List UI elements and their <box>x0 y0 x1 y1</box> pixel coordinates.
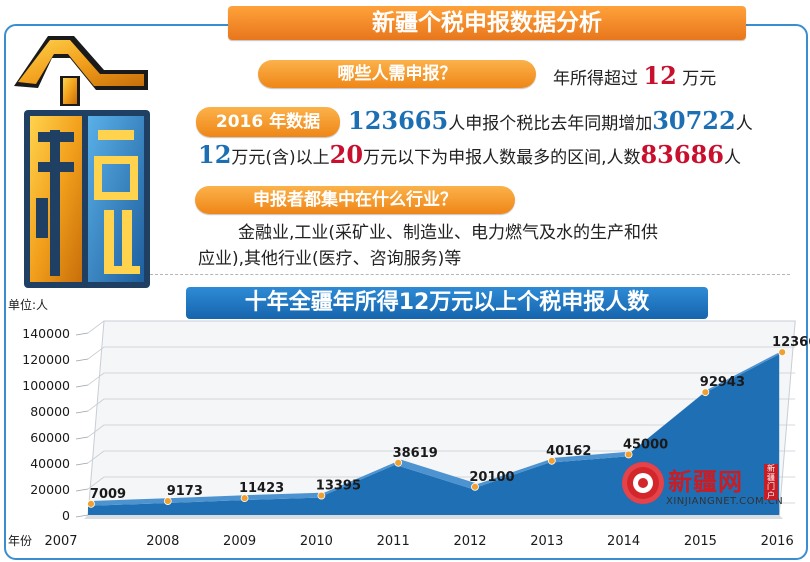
y-tick-60000: 60000 <box>30 430 70 445</box>
declarant-line-mid: 人申报个税比去年同期增加 <box>448 114 653 134</box>
x-tick-2013: 2013 <box>530 534 563 549</box>
x-tick-2008: 2008 <box>146 534 179 549</box>
data-label-2009: 11423 <box>239 481 284 496</box>
chart-points <box>87 348 787 508</box>
question-who-declares: 哪些人需申报？ <box>258 60 536 88</box>
gridline-left <box>75 358 89 362</box>
y-tick-0: 0 <box>62 508 70 523</box>
gridline-left <box>75 514 89 518</box>
xinjiangnet-logo-icon <box>622 462 664 504</box>
declarant-count: 123665 <box>348 106 449 135</box>
industries-line-2: 应业),其他行业(医疗、咨询服务)等 <box>198 249 462 269</box>
range-text-end: 人 <box>723 148 741 168</box>
gridline-left <box>75 332 89 336</box>
x-tick-2009: 2009 <box>223 534 256 549</box>
income-range-line: 12万元(含)以上20万元以下为申报人数最多的区间,人数83686人 <box>198 140 741 169</box>
data-label-2015: 92943 <box>700 375 745 390</box>
range-text-b: 万元以下为申报人数最多的区间,人数 <box>363 148 641 168</box>
gridline-depth <box>87 346 105 360</box>
x-tick-2011: 2011 <box>377 534 410 549</box>
data-point-2013 <box>547 456 556 465</box>
page-title: 新疆个税申报数据分析 <box>228 6 746 40</box>
gridline-depth <box>87 372 105 386</box>
range-text-a: 万元(含)以上 <box>231 148 330 168</box>
data-label-2011: 38619 <box>393 446 438 461</box>
industries-line-1: 金融业,工业(采矿业、制造业、电力燃气及水的生产和供 <box>238 223 659 243</box>
declarant-line-end: 人 <box>735 114 753 134</box>
watermark-name: 新疆网 <box>668 468 743 496</box>
data-label-2008: 9173 <box>167 484 203 499</box>
chart-floor <box>84 515 784 519</box>
data-point-2008 <box>163 497 172 505</box>
data-point-2014 <box>624 450 633 459</box>
y-tick-140000: 140000 <box>22 326 70 341</box>
x-axis-label: 年份 <box>8 534 32 548</box>
chart-title: 十年全疆年所得12万元以上个税申报人数 <box>186 287 708 319</box>
area-fill <box>88 354 780 515</box>
watermark-url: XINJIANGNET.COM.CN <box>666 496 784 507</box>
data-label-2014: 45000 <box>623 438 668 453</box>
answer-threshold-value: 12 <box>643 61 677 90</box>
answer-prefix: 年所得超过 <box>553 69 638 89</box>
xinjiangnet-watermark: 新疆网 XINJIANGNET.COM.CN 新疆门户 <box>622 462 784 522</box>
gridline-depth <box>87 398 105 412</box>
data-label-2013: 40162 <box>546 444 591 459</box>
range-low: 12 <box>198 140 232 169</box>
x-tick-2007: 2007 <box>44 534 77 549</box>
data-label-2016: 123665 <box>772 335 810 350</box>
x-tick-2014: 2014 <box>607 534 640 549</box>
gridline-depth <box>87 320 105 334</box>
answer-suffix: 万元 <box>682 69 717 89</box>
data-point-2012 <box>471 482 479 491</box>
data-point-2007 <box>87 499 95 508</box>
range-high: 20 <box>329 140 364 169</box>
x-tick-2012: 2012 <box>453 534 486 549</box>
data-point-2010 <box>317 491 326 500</box>
tax-logo-graphic <box>8 30 158 298</box>
gridline-left <box>75 436 89 440</box>
unit-label: 单位:人 <box>8 298 49 312</box>
y-tick-80000: 80000 <box>30 404 70 419</box>
gridline-left <box>75 488 89 492</box>
gridline-depth <box>87 450 105 464</box>
data-point-2011 <box>394 458 403 467</box>
data-label-2007: 7009 <box>90 487 126 502</box>
area-top-face <box>88 349 786 506</box>
y-tick-20000: 20000 <box>30 482 70 497</box>
chart-area <box>88 349 786 515</box>
y-tick-120000: 120000 <box>22 352 70 367</box>
y-tick-100000: 100000 <box>22 378 70 393</box>
gridline-depth <box>87 476 105 490</box>
gridline-left <box>75 410 89 414</box>
chart-y-ticks: 0 20000 40000 60000 80000 100000 120000 140000 <box>22 326 70 523</box>
declarant-line: 123665人申报个税比去年同期增加30722人 <box>348 106 753 135</box>
data-point-2015 <box>701 388 710 397</box>
question-industries: 申报者都集中在什么行业？ <box>195 186 515 214</box>
gridline-left <box>75 462 89 466</box>
increase-count: 30722 <box>652 106 736 135</box>
gridline-depth <box>87 424 105 438</box>
data-point-2016 <box>778 348 787 357</box>
year-data-label: 2016 年数据 <box>196 107 340 137</box>
y-tick-40000: 40000 <box>30 456 70 471</box>
data-point-2009 <box>240 494 249 503</box>
data-label-2010: 13395 <box>316 479 361 494</box>
x-tick-2016: 2016 <box>761 534 794 549</box>
x-tick-2010: 2010 <box>300 534 333 549</box>
chart-data-labels: 7009 9173 11423 13395 38619 20100 40162 45000 92… <box>90 335 810 502</box>
section-divider <box>150 274 790 275</box>
x-tick-2015: 2015 <box>684 534 717 549</box>
range-count: 83686 <box>640 140 724 169</box>
data-label-2012: 20100 <box>469 470 514 485</box>
gridline-left <box>75 384 89 388</box>
answer-threshold: 年所得超过 12 万元 <box>553 61 716 90</box>
chart-x-ticks: 年份 2007 2008 2009 2010 2011 2012 2013 2014 2015 20… <box>8 534 794 549</box>
watermark-tag: 新疆门户 <box>764 464 778 500</box>
